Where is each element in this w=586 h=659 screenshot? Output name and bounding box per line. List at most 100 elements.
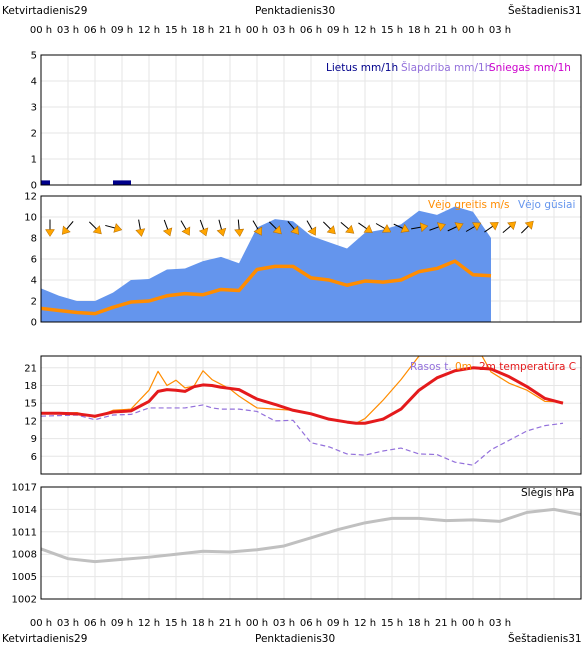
wind-direction-arrow — [520, 220, 534, 234]
wind-speed-line — [40, 259, 492, 316]
y-tick-label: 1008 — [12, 550, 37, 561]
y-tick-label: 1011 — [12, 527, 37, 538]
wind-arrow-head — [400, 223, 410, 233]
wind-direction-arrow — [447, 222, 464, 232]
wind-arrow-head — [272, 225, 282, 235]
day-label-top-thu: Ketvirtadienis29 — [2, 5, 87, 17]
axis-labels: 0123450246810126912151821100210051008101… — [12, 25, 512, 629]
ground-temp-line — [41, 356, 564, 424]
wind-direction-arrow — [484, 222, 499, 233]
hour-tick-label: 18 h — [192, 618, 214, 629]
rain-bar — [41, 180, 50, 185]
hour-tick-label: 03 h — [57, 25, 79, 36]
y-tick-label: 2 — [31, 129, 37, 140]
legend-pressure: Slėgis hPa — [521, 487, 574, 499]
rain-bar — [113, 180, 122, 185]
wind-arrow-head — [307, 226, 317, 236]
wind-gust-area — [41, 206, 491, 322]
wind-arrow-head — [45, 229, 55, 237]
wind-arrow-head — [472, 222, 482, 231]
wind-arrow-head — [524, 220, 534, 230]
hour-tick-label: 00 h — [462, 25, 484, 36]
hour-tick-label: 09 h — [111, 618, 133, 629]
panel-frame — [40, 195, 582, 323]
y-tick-label: 8 — [31, 234, 37, 245]
hour-tick-label: 21 h — [435, 618, 457, 629]
hour-tick-label: 21 h — [435, 25, 457, 36]
wind-direction-arrow — [306, 220, 317, 236]
y-tick-label: 1 — [31, 155, 37, 166]
legend-wind-gust: Vėjo gūsiai — [518, 199, 575, 211]
y-tick-label: 5 — [31, 51, 37, 62]
y-tick-label: 12 — [24, 416, 37, 427]
wind-direction-arrow — [340, 221, 355, 234]
panel-frame — [40, 54, 582, 186]
hour-tick-label: 12 h — [138, 618, 160, 629]
wind-direction-arrow — [322, 221, 336, 235]
rain-bar — [122, 180, 131, 185]
wind-arrow-head — [253, 226, 263, 236]
wind-direction-arrow — [180, 220, 191, 236]
wind-direction-arrow — [268, 221, 282, 235]
wind-direction-arrow — [88, 221, 102, 235]
y-tick-label: 0 — [31, 318, 37, 329]
wind-arrow-head — [135, 228, 146, 237]
legend-air-temp: 2m temperatūra C — [479, 361, 576, 373]
y-tick-label: 15 — [24, 399, 37, 410]
hour-tick-label: 15 h — [165, 25, 187, 36]
y-tick-label: 4 — [31, 276, 37, 287]
wind-direction-arrow — [358, 222, 373, 233]
hour-tick-label: 00 h — [30, 25, 52, 36]
hour-tick-label: 15 h — [381, 25, 403, 36]
wind-direction-arrow — [393, 223, 410, 233]
wind-direction-arrow — [198, 219, 209, 237]
data-layer — [40, 180, 582, 564]
wind-arrow-head — [489, 222, 499, 231]
wind-direction-arrow — [135, 219, 146, 237]
hour-tick-label: 18 h — [408, 618, 430, 629]
wind-direction-arrow — [375, 223, 392, 233]
wind-arrow-head — [454, 222, 464, 232]
y-tick-label: 1005 — [12, 572, 37, 583]
hour-tick-label: 00 h — [246, 618, 268, 629]
legend-sleet: Šlapdriba mm/1h — [401, 61, 491, 74]
hour-tick-label: 21 h — [219, 618, 241, 629]
hour-tick-label: 06 h — [300, 25, 322, 36]
hour-tick-label: 00 h — [30, 618, 52, 629]
wind-direction-arrow — [234, 219, 245, 237]
wind-arrow-head — [162, 227, 173, 237]
wind-arrow-head — [61, 225, 71, 235]
hour-tick-label: 06 h — [300, 618, 322, 629]
panel-frame — [40, 486, 582, 600]
hour-tick-label: 06 h — [84, 25, 106, 36]
panel-frames — [40, 54, 582, 600]
wind-direction-arrow — [465, 222, 482, 232]
hour-tick-label: 15 h — [381, 618, 403, 629]
wind-arrow-head — [216, 227, 227, 237]
legend-rain: Lietus mm/1h — [326, 62, 398, 74]
day-label-bottom-sat: Šeštadienis31 — [508, 632, 582, 645]
wind-arrow-head — [92, 225, 102, 235]
wind-direction-arrow — [502, 221, 517, 234]
hour-tick-label: 06 h — [84, 618, 106, 629]
wind-direction-arrow — [411, 222, 429, 233]
y-tick-label: 12 — [24, 192, 37, 203]
y-tick-label: 9 — [31, 434, 37, 445]
dewpoint-line — [41, 404, 564, 466]
day-label-top-sat: Šeštadienis31 — [508, 4, 582, 17]
wind-direction-arrow — [429, 222, 446, 232]
y-tick-label: 1017 — [12, 483, 37, 494]
day-label-bottom-fri: Penktadienis30 — [255, 633, 335, 645]
wind-arrow-head — [382, 224, 392, 233]
wind-arrow-head — [363, 224, 373, 233]
wind-direction-arrow — [287, 221, 300, 235]
y-tick-label: 0 — [31, 181, 37, 192]
hour-tick-label: 12 h — [138, 25, 160, 36]
wind-arrow-head — [113, 223, 123, 233]
legend-dewpoint: Rasos t. — [410, 361, 452, 373]
y-tick-label: 21 — [24, 363, 37, 374]
wind-direction-arrow — [61, 221, 74, 235]
hour-tick-label: 21 h — [219, 25, 241, 36]
y-tick-label: 4 — [31, 77, 37, 88]
